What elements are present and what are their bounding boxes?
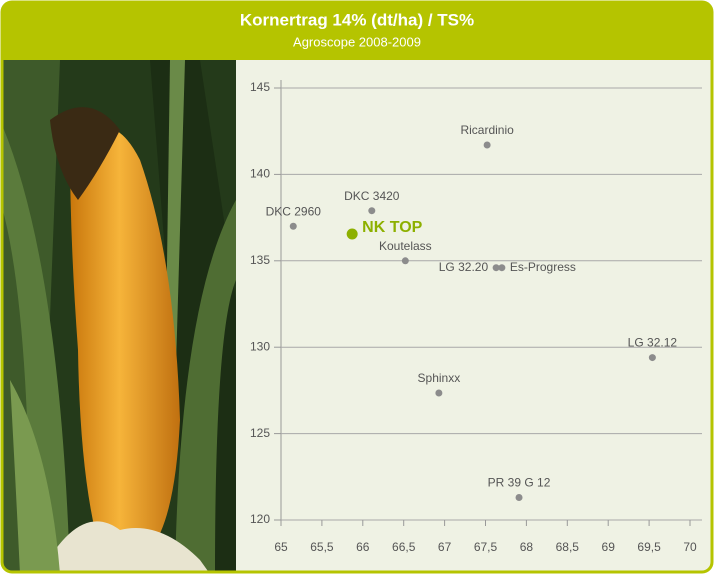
chart-subtitle: Agroscope 2008-2009 [293,34,421,49]
point-label: Ricardinio [460,123,514,137]
x-tick-label: 67,5 [474,540,498,554]
point [368,207,376,215]
x-tick-label: 70 [683,540,697,554]
point-label: Sphinxx [418,371,461,385]
point-label: DKC 2960 [266,204,322,218]
y-tick-label: 130 [250,339,270,353]
point [401,257,409,265]
point [648,354,656,362]
x-tick-label: 68 [520,540,534,554]
point [515,494,523,502]
point-label: Es-Progress [510,260,576,274]
y-tick-label: 120 [250,512,270,526]
y-tick-label: 145 [250,80,270,94]
point [289,222,297,230]
x-tick-label: 65,5 [310,540,334,554]
point [498,264,506,272]
point-label: DKC 3420 [344,189,400,203]
point [346,228,358,240]
point-label: PR 39 G 12 [488,476,551,490]
header [2,2,712,60]
x-tick-label: 66 [356,540,370,554]
x-tick-label: 67 [438,540,452,554]
point-label: NK TOP [362,219,422,236]
y-tick-label: 140 [250,167,270,181]
point [483,141,491,149]
x-tick-label: 66,5 [392,540,416,554]
point [492,264,500,272]
y-tick-label: 135 [250,253,270,267]
point-label: LG 32.20 [439,260,489,274]
point [435,389,443,397]
x-tick-label: 68,5 [556,540,580,554]
point-label: Koutelass [379,239,432,253]
x-tick-label: 69,5 [637,540,661,554]
photo [2,60,236,572]
x-tick-label: 69 [602,540,616,554]
y-tick-label: 125 [250,426,270,440]
chart-title: Kornertrag 14% (dt/ha) / TS% [240,10,474,29]
x-tick-label: 65 [274,540,288,554]
point-label: LG 32.12 [628,336,678,350]
